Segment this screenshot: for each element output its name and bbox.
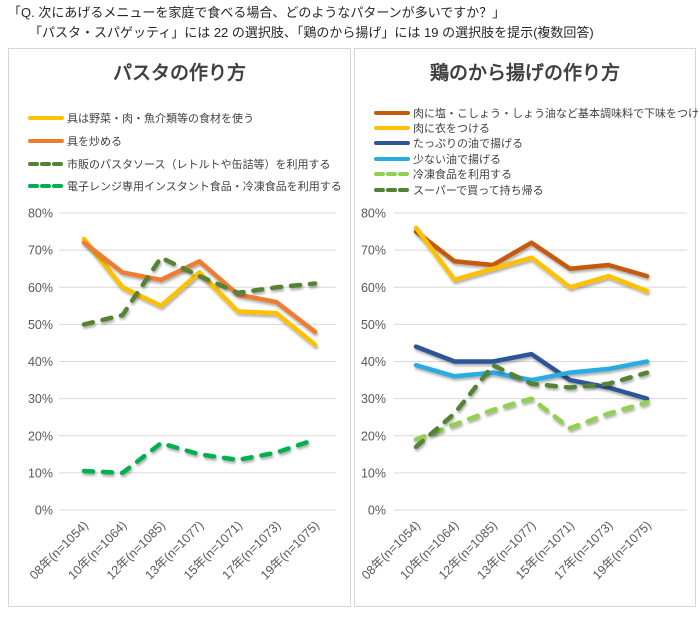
legend-color-line [28,161,64,166]
legend-item: たっぷりの油で揚げる [374,136,693,151]
pasta-chart-panel: パスタの作り方 具は野菜・肉・魚介類等の食材を使う 具を炒める市販のパスタソース（… [8,48,351,607]
survey-question-line1: 「Q. 次にあげるメニューを家庭で食べる場合、どのようなパターンが多いですか？」 [8,5,506,20]
legend-color-line [374,156,410,161]
series-line-2 [413,344,650,401]
y-axis-tick-label: 70% [361,244,386,258]
legend-item: スーパーで買って持ち帰る [374,182,693,197]
karaage-line-chart: 0%10%20%30%40%50%60%70%80%08年(n=1054)10年… [359,207,687,582]
survey-question: 「Q. 次にあげるメニューを家庭で食べる場合、どのようなパターンが多いですか？」… [8,3,698,43]
legend-item: 肉に塩・こしょう・しょう油など基本調味料で下味をつける [374,105,700,120]
legend-color-line [374,172,410,177]
y-axis-tick-label: 40% [361,355,386,369]
series-line-2 [81,255,318,327]
chart-panels: パスタの作り方 具は野菜・肉・魚介類等の食材を使う 具を炒める市販のパスタソース（… [8,48,700,607]
pasta-chart-legend: 具は野菜・肉・魚介類等の食材を使う 具を炒める市販のパスタソース（レトルトや缶詰等… [28,107,348,198]
series-line-1 [413,225,650,294]
legend-color-line [28,184,64,189]
y-axis-tick-label: 30% [361,392,386,406]
legend-label: たっぷりの油で揚げる [413,138,523,151]
y-axis-tick-label: 0% [35,504,53,518]
y-axis-tick-label: 30% [28,392,53,406]
series-line-3 [81,437,318,476]
y-axis-tick-label: 60% [28,281,53,295]
karaage-chart-title: 鶏のから揚げの作り方 [429,63,620,84]
y-axis-tick-label: 80% [28,207,53,221]
y-axis-tick-label: 60% [361,281,386,295]
pasta-line-chart: 0%10%20%30%40%50%60%70%80%08年(n=1054)10年… [27,207,336,582]
y-axis-tick-label: 40% [28,355,53,369]
legend-label: 肉に塩・こしょう・しょう油など基本調味料で下味をつける [413,107,700,120]
legend-color-line [374,187,410,192]
legend-label: 冷凍食品を利用する [413,169,512,182]
legend-color-line [28,116,64,121]
y-axis-tick-label: 50% [28,318,53,332]
legend-label: 具を炒める [67,136,122,149]
legend-item: 市販のパスタソース（レトルトや缶詰等）を利用する [28,152,348,175]
series-line-3 [413,359,650,383]
legend-item: 肉に衣をつける [374,120,693,135]
y-axis-tick-label: 20% [361,429,386,443]
legend-label: 電子レンジ専用インスタント食品・冷凍食品を利用する [67,181,342,194]
legend-item: 具は野菜・肉・魚介類等の食材を使う [28,107,348,130]
legend-color-line [374,141,410,146]
legend-item: 具を炒める [28,130,348,153]
y-axis-tick-label: 0% [368,504,386,518]
y-axis-tick-label: 10% [361,466,386,480]
series-line-4 [413,396,650,442]
legend-label: 具は野菜・肉・魚介類等の食材を使う [67,113,254,126]
survey-question-line2: 「パスタ・スパゲッティ」には 22 の選択肢、「鶏のから揚げ」には 19 の選択… [29,25,594,40]
legend-color-line [374,126,410,131]
series-line-0 [81,236,318,348]
y-axis-tick-label: 80% [361,207,386,221]
legend-item: 冷凍食品を利用する [374,167,693,182]
series-line-0 [413,229,650,279]
legend-item: 電子レンジ専用インスタント食品・冷凍食品を利用する [28,175,348,198]
legend-label: 肉に衣をつける [413,123,490,136]
y-axis-tick-label: 10% [28,466,53,480]
series-line-1 [81,240,318,335]
legend-color-line [374,110,410,115]
legend-label: 市販のパスタソース（レトルトや缶詰等）を利用する [67,158,331,171]
pasta-chart-title: パスタの作り方 [112,63,246,84]
karaage-chart-panel: 鶏のから揚げの作り方 肉に塩・こしょう・しょう油など基本調味料で下味をつける 肉に… [354,48,700,607]
y-axis-tick-label: 50% [361,318,386,332]
legend-label: 少ない油で揚げる [413,153,501,166]
legend-label: スーパーで買って持ち帰る [413,184,544,197]
legend-item: 少ない油で揚げる [374,151,693,166]
series-line-5 [413,362,650,450]
karaage-chart-legend: 肉に塩・こしょう・しょう油など基本調味料で下味をつける 肉に衣をつけるたっぷりの油… [374,105,700,197]
legend-color-line [28,139,64,144]
y-axis-tick-label: 70% [28,244,53,258]
y-axis-tick-label: 20% [28,429,53,443]
